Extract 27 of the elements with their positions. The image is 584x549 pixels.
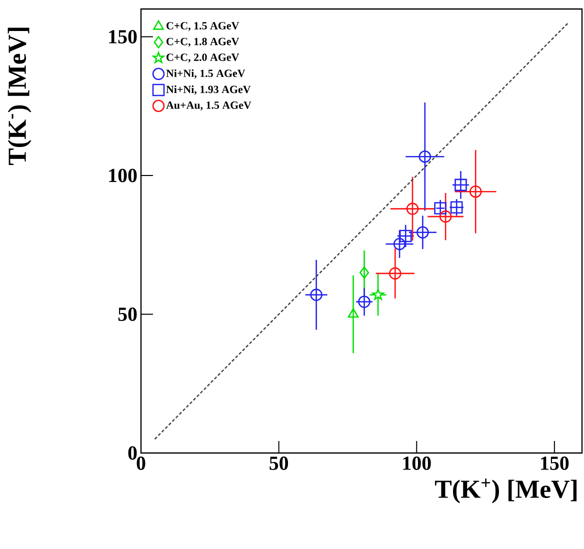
- point: [418, 150, 432, 163]
- legend-label: Ni+Ni, 1.93 AGeV: [166, 85, 251, 95]
- y-tick-label: 150: [109, 30, 137, 44]
- legend-label: Ni+Ni, 1.5 AGeV: [166, 69, 246, 79]
- legend-label: C+C, 1.8 AGeV: [166, 38, 240, 47]
- x-tick-label: 150: [541, 456, 569, 470]
- legend-label: C+C, 2.0 AGeV: [166, 54, 240, 63]
- point: [372, 288, 384, 300]
- y-axis-title: T(K$^{-}$) [MeV]: [8, 28, 32, 166]
- point: [406, 202, 419, 215]
- point: [450, 201, 463, 214]
- point: [469, 185, 482, 198]
- point: [434, 202, 446, 214]
- x-tick-label: 100: [403, 456, 431, 470]
- point: [359, 266, 370, 279]
- x-tick-label: 0: [136, 456, 146, 470]
- point: [310, 288, 322, 301]
- y-tick-label: 0: [128, 446, 137, 460]
- point: [348, 308, 359, 318]
- point: [416, 226, 429, 239]
- x-tick-label: 50: [270, 456, 288, 470]
- point: [388, 267, 402, 280]
- y-tick-label: 50: [118, 308, 137, 321]
- legend-label: Au+Au, 1.5 AGeV: [166, 102, 252, 110]
- y-tick-label: 100: [109, 168, 137, 182]
- x-axis-title: T(K$^{+}$) [MeV]: [435, 478, 577, 504]
- legend-label: C+C, 1.5 AGeV: [166, 22, 240, 32]
